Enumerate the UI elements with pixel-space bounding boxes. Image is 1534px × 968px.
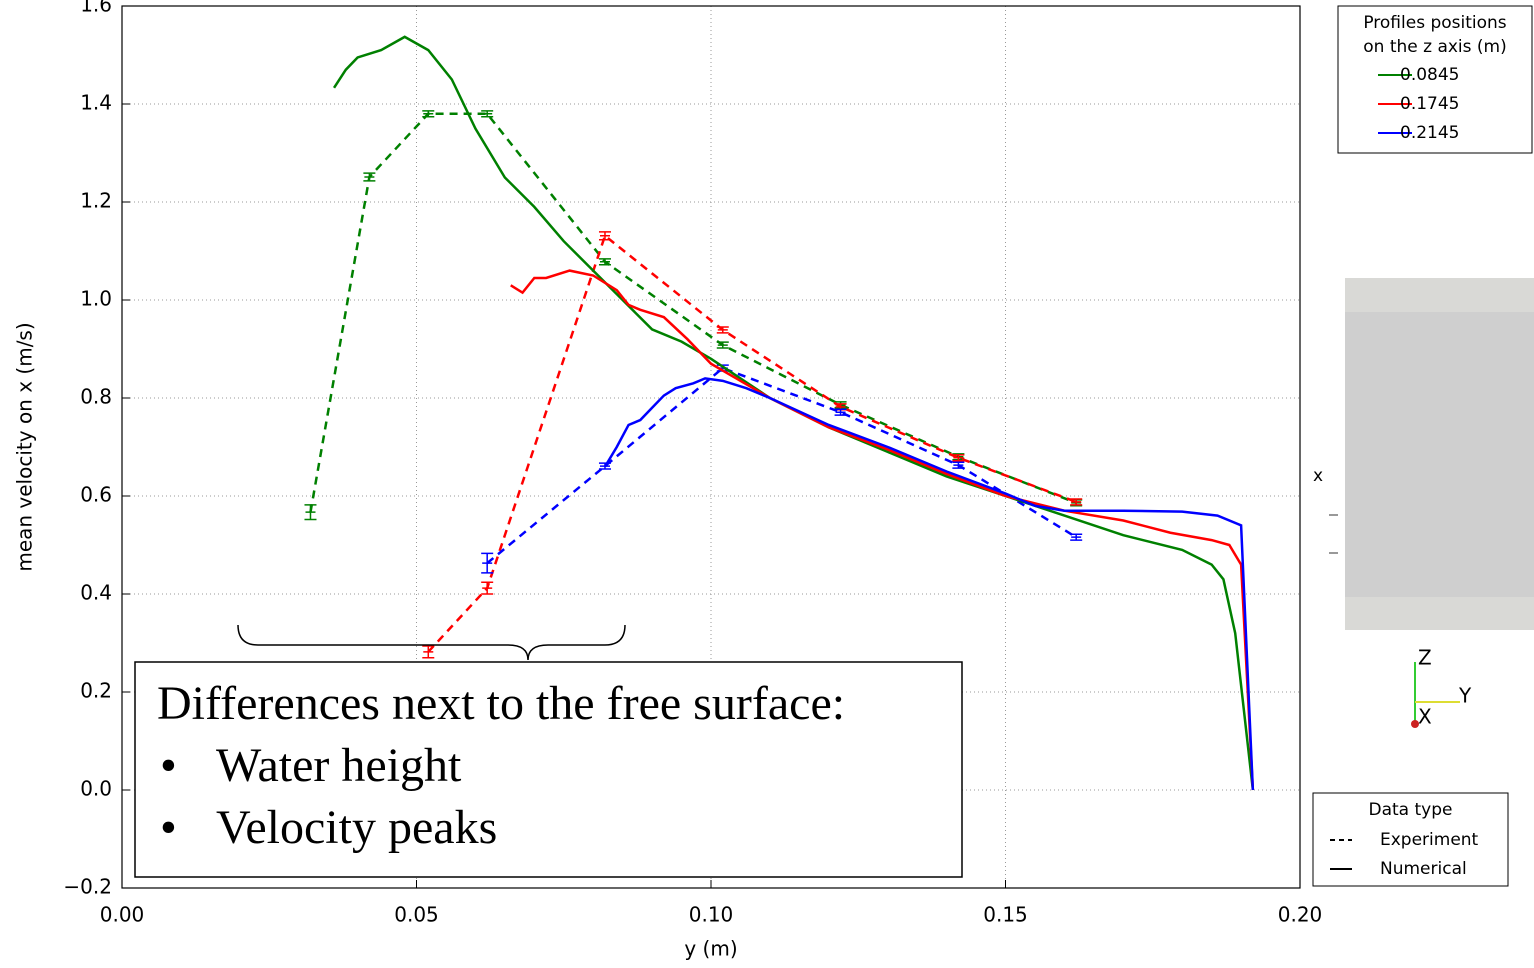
error-bar (363, 172, 376, 182)
error-bar (716, 341, 729, 349)
legend-label: 0.0845 (1400, 65, 1459, 85)
error-bar (1070, 498, 1083, 506)
legend-label: 0.2145 (1400, 123, 1459, 143)
y-tick-label: 1.0 (80, 287, 112, 311)
render-top (1345, 278, 1534, 312)
error-bar (481, 581, 494, 595)
render-bottom (1345, 597, 1534, 630)
y-tick-label: 1.4 (80, 91, 112, 115)
y-tick-label: 0.6 (80, 483, 112, 507)
bullet-dot: • (160, 739, 177, 792)
x-tick-label: 0.15 (983, 903, 1028, 927)
x-tick-label: 0.00 (100, 903, 145, 927)
y-axis-label: mean velocity on x (m/s) (13, 322, 37, 571)
y-tick-label: 0.8 (80, 385, 112, 409)
brace (237, 624, 626, 661)
annotation-heading: Differences next to the free surface: (157, 677, 845, 730)
series-line (332, 35, 1255, 791)
triad-label: X (1418, 705, 1432, 729)
error-bar (598, 231, 611, 241)
legend-title: Profiles positions on the z axis (m) (1363, 13, 1507, 57)
series-line (486, 366, 1077, 565)
error-bar (481, 552, 494, 574)
error-bar (716, 326, 729, 334)
legend-label: Experiment (1380, 830, 1479, 850)
series-line (427, 233, 1077, 653)
y-tick-label: −0.2 (63, 875, 112, 899)
x-tick-label: 0.20 (1278, 903, 1323, 927)
plot (304, 35, 1255, 791)
viewport-axis-label: x (1313, 466, 1323, 486)
error-bar (952, 454, 965, 462)
error-bar (422, 645, 435, 659)
annotation-bullet: Velocity peaks (216, 801, 497, 854)
y-tick-label: 1.6 (80, 0, 112, 17)
viewport: x Z Y X (1313, 278, 1534, 729)
series-line (309, 112, 1077, 513)
triad-label: Y (1458, 684, 1472, 708)
annotation-bullet: Water height (216, 739, 462, 792)
y-tick-label: 0.0 (80, 777, 112, 801)
triad-label: Z (1418, 646, 1432, 670)
annotation: Differences next to the free surface: • … (134, 661, 963, 878)
legends: Profiles positions on the z axis (m) 0.084… (1312, 5, 1533, 887)
y-tick-label: 0.4 (80, 581, 112, 605)
render-block (1345, 278, 1534, 630)
legend-box (1312, 792, 1509, 887)
series-line (510, 269, 1255, 791)
error-bar (481, 110, 494, 118)
y-tick-label: 1.2 (80, 189, 112, 213)
error-bar (1070, 533, 1083, 541)
error-bar (422, 110, 435, 118)
x-tick-label: 0.05 (394, 903, 439, 927)
x-tick-label: 0.10 (689, 903, 734, 927)
y-tick-label: 0.2 (80, 679, 112, 703)
legend-title: Data type (1369, 800, 1453, 820)
legend-box (1337, 5, 1533, 154)
triad-x (1411, 720, 1419, 728)
x-axis-label: y (m) (684, 937, 737, 961)
error-bar (952, 461, 965, 469)
legend-label: 0.1745 (1400, 94, 1459, 114)
error-bar (598, 258, 611, 266)
bullet-dot: • (160, 801, 177, 854)
series-line (603, 377, 1255, 791)
error-bar (304, 504, 317, 521)
legend-label: Numerical (1380, 859, 1467, 879)
annotation-box (134, 661, 963, 878)
error-bar (834, 408, 847, 416)
